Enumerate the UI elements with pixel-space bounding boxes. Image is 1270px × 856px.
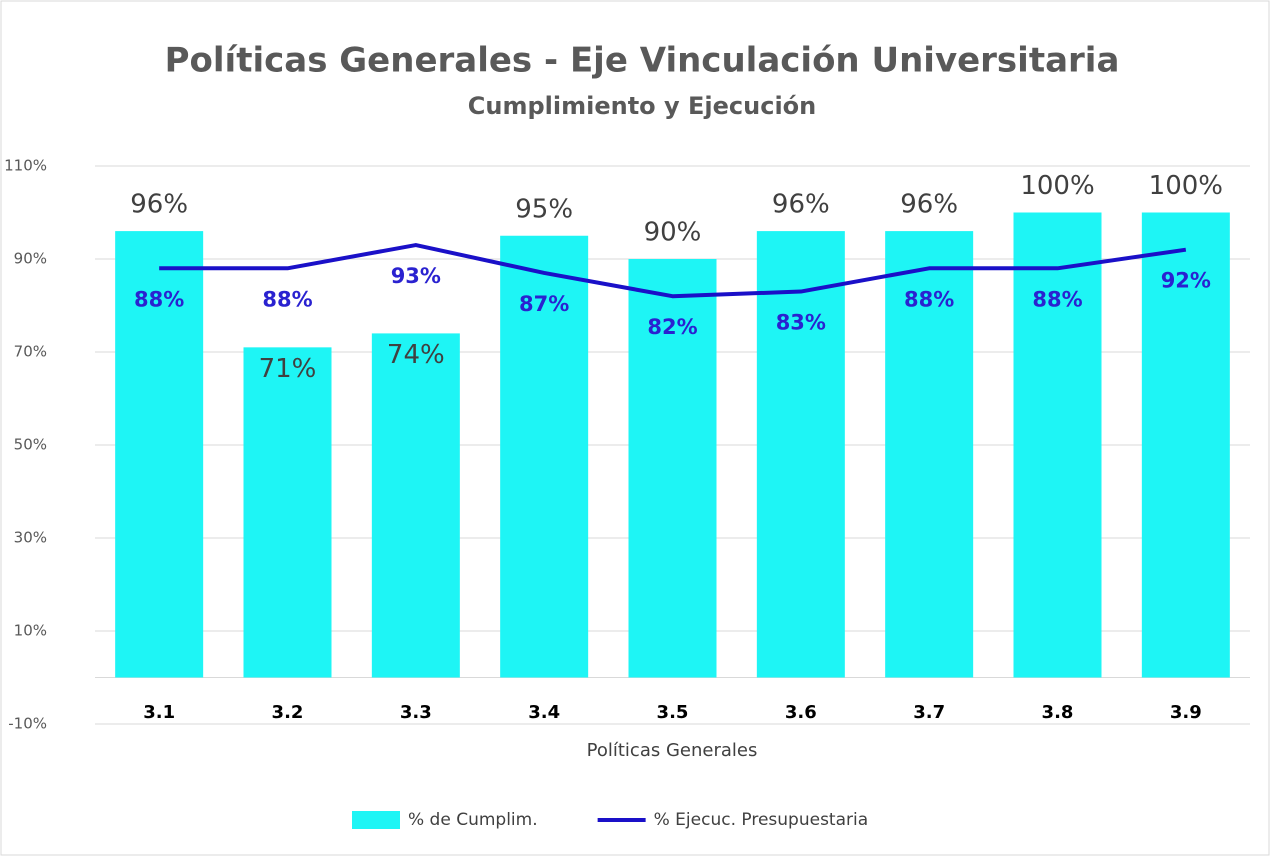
x-tick-label: 3.2 [272, 702, 304, 723]
line-value-label: 88% [1032, 287, 1082, 311]
y-tick-label: 70% [14, 343, 47, 361]
bar [115, 231, 204, 678]
bar [1141, 212, 1230, 678]
bar [885, 231, 974, 678]
y-tick-label: 50% [14, 436, 47, 454]
legend-swatch [352, 811, 400, 829]
x-tick-label: 3.7 [913, 702, 945, 723]
x-tick-label: 3.6 [785, 702, 817, 723]
x-tick-label: 3.8 [1042, 702, 1074, 723]
bar-value-label: 74% [387, 340, 445, 370]
bar-value-label: 71% [259, 354, 317, 384]
line-value-label: 83% [776, 311, 826, 335]
bar-value-label: 96% [130, 190, 188, 220]
line-value-label: 82% [647, 315, 697, 339]
line [159, 243, 1187, 299]
chart-subtitle: Cumplimiento y Ejecución [468, 92, 817, 120]
bar-value-label: 100% [1149, 171, 1223, 201]
x-tick-label: 3.4 [528, 702, 560, 723]
line-value-label: 92% [1161, 269, 1211, 293]
x-tick-label: 3.1 [143, 702, 175, 723]
bar [628, 259, 717, 678]
bar-value-label: 90% [644, 218, 702, 248]
x-tick-label: 3.5 [657, 702, 689, 723]
legend-label: % Ejecuc. Presupuestaria [654, 810, 869, 830]
legend-label: % de Cumplim. [408, 810, 538, 830]
y-tick-label: 30% [14, 529, 47, 547]
y-tick-label: 110% [4, 157, 47, 175]
line-value-label: 93% [391, 264, 441, 288]
x-axis-title: Políticas Generales [587, 740, 758, 761]
bar [1013, 212, 1102, 678]
bar-value-label: 96% [772, 190, 830, 220]
bar [756, 231, 845, 678]
bar [371, 333, 460, 678]
x-tick-label: 3.3 [400, 702, 432, 723]
line-value-label: 88% [904, 287, 954, 311]
y-tick-label: -10% [8, 715, 47, 733]
bar-value-label: 96% [900, 190, 958, 220]
y-tick-label: 90% [14, 250, 47, 268]
chart-title: Políticas Generales - Eje Vinculación Un… [165, 41, 1120, 81]
line-value-label: 87% [519, 292, 569, 316]
bar-value-label: 95% [515, 194, 573, 224]
y-tick-label: 10% [14, 622, 47, 640]
bar [243, 347, 332, 678]
line-value-label: 88% [134, 287, 184, 311]
x-tick-label: 3.9 [1170, 702, 1202, 723]
bar-value-label: 100% [1020, 171, 1094, 201]
bar [500, 235, 589, 678]
line-value-label: 88% [262, 287, 312, 311]
